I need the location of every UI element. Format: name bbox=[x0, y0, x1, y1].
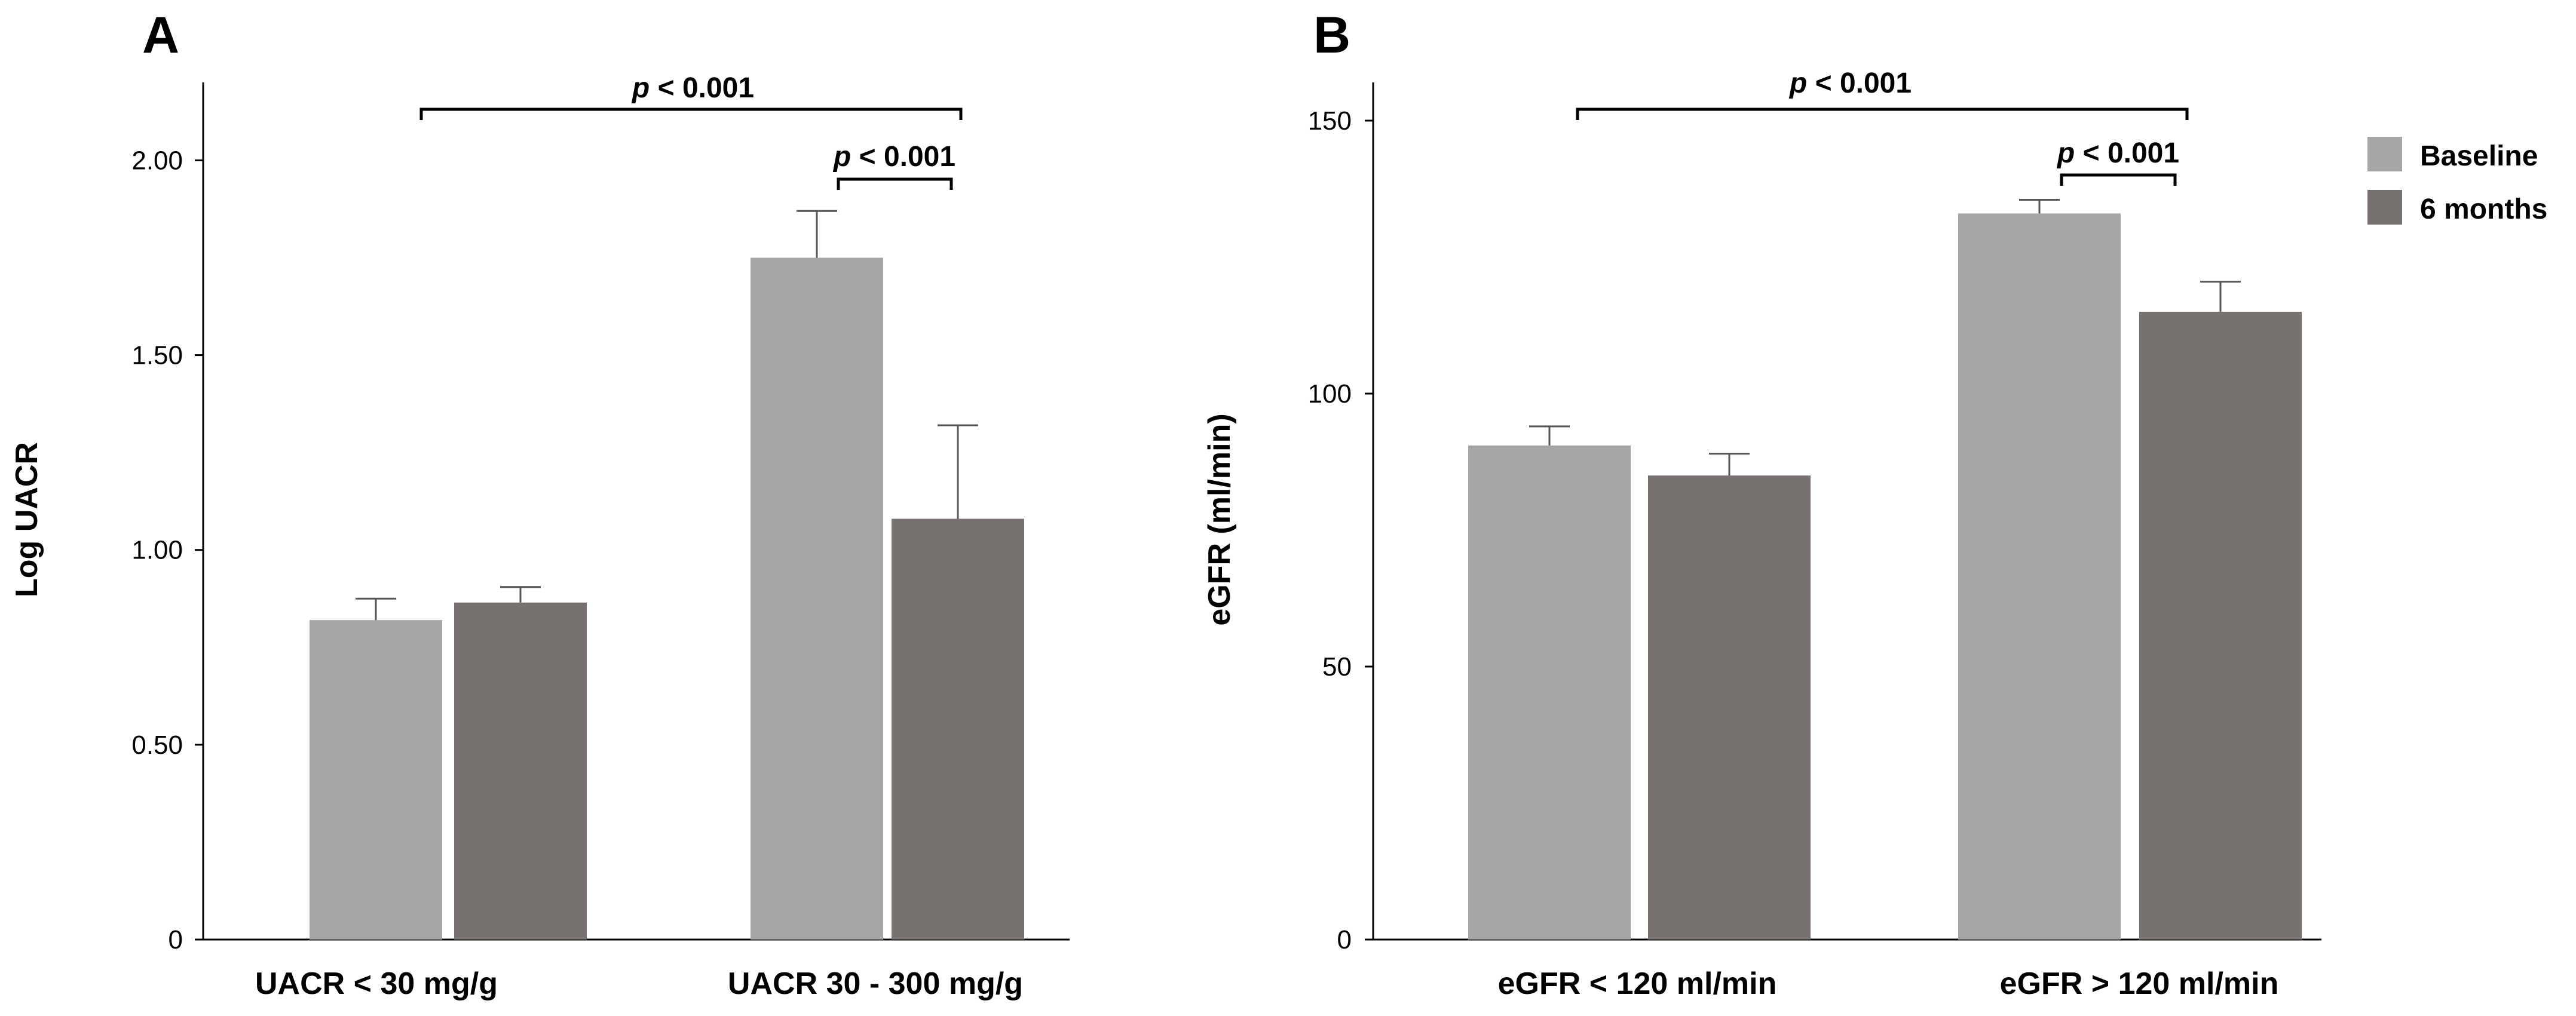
panel-a-bar-baseline-1 bbox=[310, 620, 442, 940]
panel-b-bar-baseline-1 bbox=[1468, 445, 1631, 940]
panel-a-category-label-2: UACR 30 - 300 mg/g bbox=[728, 966, 1023, 1001]
panel-a-y-tick-label: 0.50 bbox=[131, 730, 183, 760]
panel-a-significance-label-2: p < 0.001 bbox=[832, 141, 955, 173]
panel-b-letter: B bbox=[1313, 7, 1350, 64]
panel-b-y-tick-label: 0 bbox=[1337, 925, 1352, 954]
panel-a-letter: A bbox=[142, 7, 179, 64]
panel-b-category-label-2: eGFR > 120 ml/min bbox=[2000, 966, 2279, 1001]
panel-a-category-label-1: UACR < 30 mg/g bbox=[255, 966, 498, 1001]
panel-a-y-axis-title: Log UACR bbox=[10, 442, 44, 597]
panel-b-error-bar-baseline-2 bbox=[2019, 199, 2060, 214]
panel-a-y-tick-label: 1.50 bbox=[131, 341, 183, 370]
panel-a-bar-6-months-1 bbox=[454, 602, 587, 940]
panel-b-plot-area: 0 50 100 150 p < 0.001 p < 0.001 bbox=[1308, 67, 2321, 954]
legend-label-6-months: 6 months bbox=[2420, 194, 2547, 225]
panel-a-y-tick-label: 1.00 bbox=[131, 536, 183, 565]
panel-b-error-bar-6-months-2 bbox=[2200, 281, 2241, 312]
panel-b-y-tick-label: 150 bbox=[1308, 106, 1352, 136]
panel-b-significance-label-2: p < 0.001 bbox=[2056, 137, 2179, 169]
panel-a-error-bar-baseline-2 bbox=[797, 210, 837, 258]
panel-a: A Log UACR 0 0.50 1.00 1.50 2.00 p < 0.001 p <… bbox=[10, 7, 1070, 1001]
panel-a-significance-bracket-2 bbox=[837, 177, 953, 190]
panel-a-significance-label-1: p < 0.001 bbox=[631, 72, 754, 104]
legend-swatch-baseline bbox=[2367, 137, 2402, 171]
legend: Baseline 6 months bbox=[2367, 137, 2547, 225]
panel-a-error-bar-6-months-2 bbox=[938, 424, 978, 519]
panel-b-bar-baseline-2 bbox=[1958, 213, 2121, 940]
panel-b: B eGFR (ml/min) 0 50 100 150 p < 0.001 p < 0.… bbox=[1202, 7, 2547, 1001]
panel-a-significance-bracket-1 bbox=[419, 108, 963, 120]
legend-swatch-6-months bbox=[2367, 190, 2402, 225]
panel-b-y-axis-title: eGFR (ml/min) bbox=[1202, 413, 1237, 625]
panel-b-significance-label-1: p < 0.001 bbox=[1788, 67, 1912, 99]
legend-label-baseline: Baseline bbox=[2420, 140, 2538, 172]
panel-a-bar-baseline-2 bbox=[751, 257, 883, 940]
panel-b-y-tick-label: 100 bbox=[1308, 379, 1352, 409]
panel-b-bar-6-months-1 bbox=[1648, 475, 1811, 940]
panel-a-plot-area: 0 0.50 1.00 1.50 2.00 p < 0.001 p < 0.001 bbox=[131, 72, 1070, 954]
panel-a-y-tick-label: 2.00 bbox=[131, 146, 183, 175]
panel-a-y-tick-label: 0 bbox=[169, 925, 183, 954]
panel-b-bar-6-months-2 bbox=[2139, 311, 2302, 940]
panel-b-y-tick-label: 50 bbox=[1322, 652, 1352, 682]
panel-a-error-bar-baseline-1 bbox=[356, 597, 396, 621]
panel-b-significance-bracket-2 bbox=[2060, 173, 2177, 186]
panel-a-bar-6-months-2 bbox=[892, 518, 1024, 940]
panel-b-significance-bracket-1 bbox=[1576, 108, 2189, 120]
panel-b-error-bar-6-months-1 bbox=[1709, 453, 1750, 476]
panel-a-error-bar-6-months-1 bbox=[500, 586, 541, 603]
panel-b-category-label-1: eGFR < 120 ml/min bbox=[1498, 966, 1777, 1001]
panel-b-error-bar-baseline-1 bbox=[1529, 425, 1570, 446]
